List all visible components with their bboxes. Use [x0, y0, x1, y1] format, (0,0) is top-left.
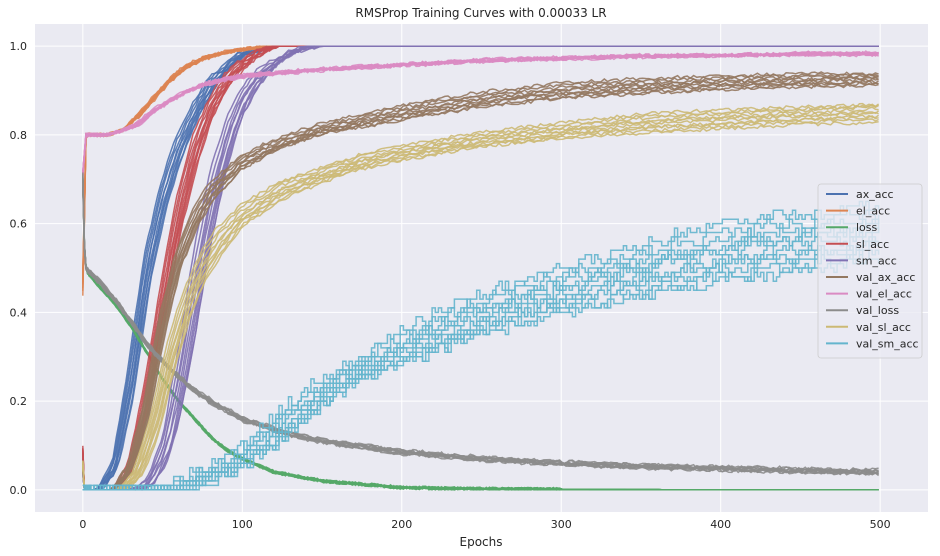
x-tick-label: 0	[79, 518, 86, 531]
legend-label: ax_acc	[856, 188, 894, 201]
series-val-loss	[82, 172, 880, 477]
y-tick-label: 0.4	[10, 306, 28, 319]
val-sl-acc-run-line	[82, 114, 880, 491]
val-sl-acc-run-line	[82, 104, 879, 491]
series-val-el-acc	[82, 50, 880, 179]
legend-label: sl_acc	[856, 238, 889, 251]
legend-label: val_loss	[856, 304, 899, 317]
x-tick-label: 300	[551, 518, 572, 531]
val-sl-acc-run-line	[82, 111, 879, 491]
x-tick-label: 200	[391, 518, 412, 531]
y-tick-label: 1.0	[10, 40, 28, 53]
legend-label: val_sl_acc	[856, 321, 911, 334]
legend-label: loss	[856, 221, 878, 234]
legend-label: val_sm_acc	[856, 337, 919, 350]
val-sl-acc-run-line	[82, 118, 879, 491]
legend-label: el_acc	[856, 205, 890, 218]
val-sm-acc-run-line	[82, 227, 880, 491]
val-sl-acc-run-line	[82, 102, 880, 491]
val-ax-acc-run-line	[82, 73, 879, 491]
x-tick-label: 400	[710, 518, 731, 531]
val-sm-acc-run-line	[82, 218, 880, 491]
series-val-sm-acc	[82, 200, 880, 491]
series-loss	[82, 178, 879, 491]
y-tick-label: 0.8	[10, 129, 28, 142]
val-sl-acc-run-line	[82, 103, 879, 491]
val-sm-acc-run-line	[82, 249, 880, 491]
sm-acc-run-line	[82, 45, 879, 491]
y-tick-label: 0.0	[10, 484, 28, 497]
y-tick-label: 0.6	[10, 218, 28, 231]
legend-label: val_el_acc	[856, 288, 912, 301]
val-el-acc-run-line	[82, 50, 879, 177]
y-tick-label: 0.2	[10, 395, 28, 408]
val-ax-acc-run-line	[82, 81, 879, 491]
x-tick-label: 500	[870, 518, 891, 531]
series-val-sl-acc	[82, 102, 880, 491]
val-ax-acc-run-line	[82, 79, 880, 491]
val-ax-acc-run-line	[82, 71, 879, 491]
series-layer	[82, 45, 880, 491]
chart-title: RMSProp Training Curves with 0.00033 LR	[355, 6, 606, 20]
val-loss-run-line	[82, 174, 879, 476]
legend-label: sm_acc	[856, 254, 897, 267]
series-val-ax-acc	[82, 71, 880, 491]
tick-labels: 0 100 200 300 400 500 0.0 0.2 0.4 0.6 0.8 1.0	[10, 40, 891, 531]
val-sm-acc-run-line	[82, 209, 880, 491]
x-axis-label: Epochs	[460, 535, 503, 549]
legend-label: val_ax_acc	[856, 271, 915, 284]
x-tick-label: 100	[232, 518, 253, 531]
val-sm-acc-run-line	[82, 200, 880, 491]
loss-run-line	[82, 179, 879, 491]
val-loss-run-line	[82, 181, 880, 473]
